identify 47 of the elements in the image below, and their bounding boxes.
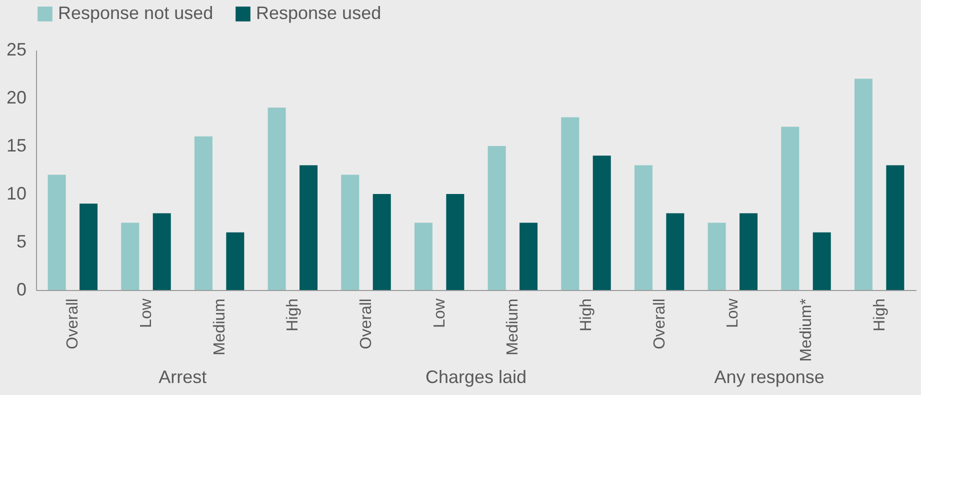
text: Any response [714,367,824,387]
bar [488,146,506,290]
bar [341,174,360,290]
y-tick-label: 15 [6,136,26,156]
x-tick-label: Low [138,298,155,328]
x-tick-label: High [871,298,888,332]
bar [121,222,140,290]
bar [446,194,464,290]
bar [634,165,652,290]
y-tick-label: 0 [16,280,26,300]
bar [781,126,800,290]
x-tick-label: Overall [358,298,375,350]
bar [812,232,831,290]
y-tick-label: 10 [6,184,26,204]
x-tick-label: Medium [211,298,228,356]
bar [300,165,318,290]
x-tick-label: High [284,298,302,332]
bar [708,222,726,290]
bar [561,117,580,290]
bar [48,174,66,290]
y-tick-label: 5 [16,232,26,252]
x-tick-label: Overall [64,298,82,350]
bar [152,213,171,290]
text: Charges laid [425,367,527,387]
bar [414,222,432,290]
text: Arrest [158,367,207,387]
bar [886,165,904,290]
x-tick-label: Medium [504,298,522,356]
bar [740,213,758,290]
legend-label: Response used [256,3,382,23]
x-tick-label: Low [431,298,448,328]
x-tick-label: Low [724,298,742,328]
bar [80,204,98,290]
legend-label: Response not used [58,3,214,23]
x-tick-label: Medium* [798,298,815,362]
bar [592,156,611,290]
bar [226,232,244,290]
bar [194,136,212,290]
bar [372,194,391,290]
y-tick-label: 25 [6,40,26,60]
bar [268,108,286,290]
x-tick-label: High [578,298,595,332]
y-tick-label: 20 [6,88,26,108]
bar [854,78,872,290]
x-tick-label: Overall [651,298,668,350]
bar [666,213,684,290]
bar [520,222,538,290]
